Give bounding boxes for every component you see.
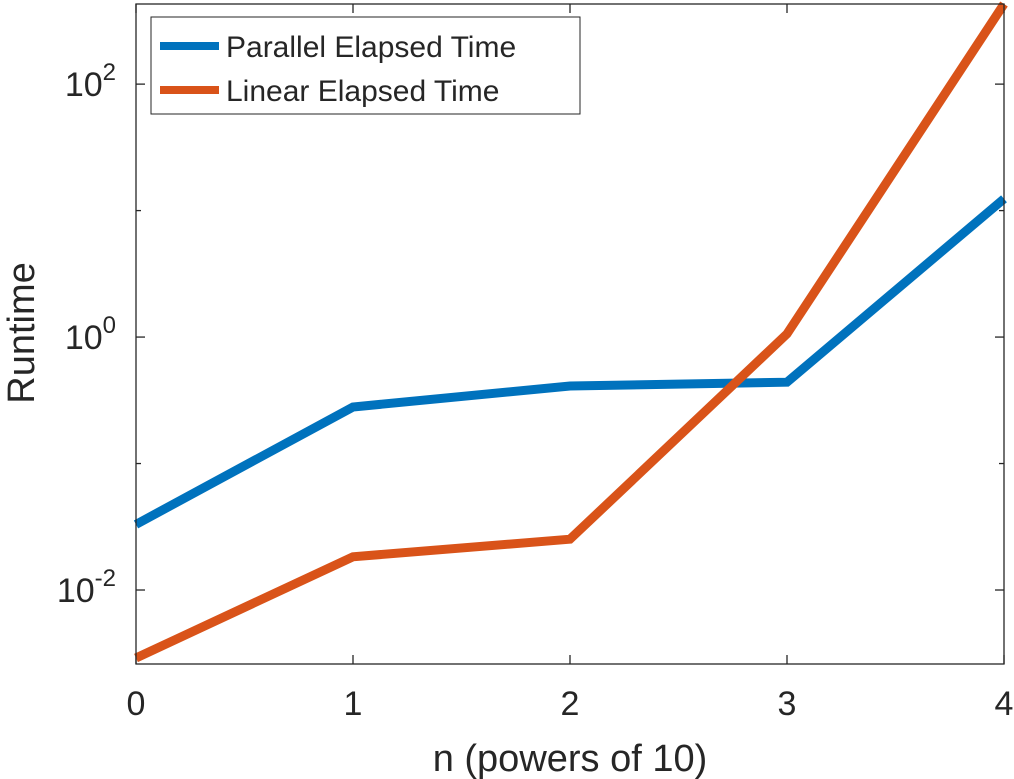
y-tick-label: 10-2 [57, 565, 116, 610]
y-tick-base: 10 [65, 66, 103, 104]
x-tick-label: 2 [561, 685, 580, 723]
plot-frame [135, 3, 1005, 665]
series-line-linear [134, 1, 1008, 663]
y-tick-base: 10 [65, 319, 103, 357]
x-tick-label: 0 [127, 685, 146, 723]
legend-label-parallel: Parallel Elapsed Time [226, 31, 516, 64]
series-layer [133, 1, 1008, 663]
y-tick-exponent: -2 [95, 565, 116, 592]
x-tick-label: 3 [778, 685, 797, 723]
y-tick-exponent: 2 [103, 59, 116, 86]
ticks-layer [135, 4, 1005, 664]
legend-label-linear: Linear Elapsed Time [226, 75, 500, 108]
series-line-parallel [133, 195, 1007, 529]
x-tick-label: 4 [995, 685, 1014, 723]
legend: Parallel Elapsed Time Linear Elapsed Tim… [150, 16, 581, 115]
y-tick-exponent: 0 [103, 312, 116, 339]
y-tick-label: 102 [65, 59, 116, 104]
x-tick-label: 1 [344, 685, 363, 723]
legend-box [150, 16, 581, 115]
y-tick-label: 100 [65, 312, 116, 357]
y-axis-label: Runtime [1, 262, 43, 404]
y-tick-base: 10 [57, 572, 95, 610]
x-axis-label: n (powers of 10) [433, 738, 708, 779]
